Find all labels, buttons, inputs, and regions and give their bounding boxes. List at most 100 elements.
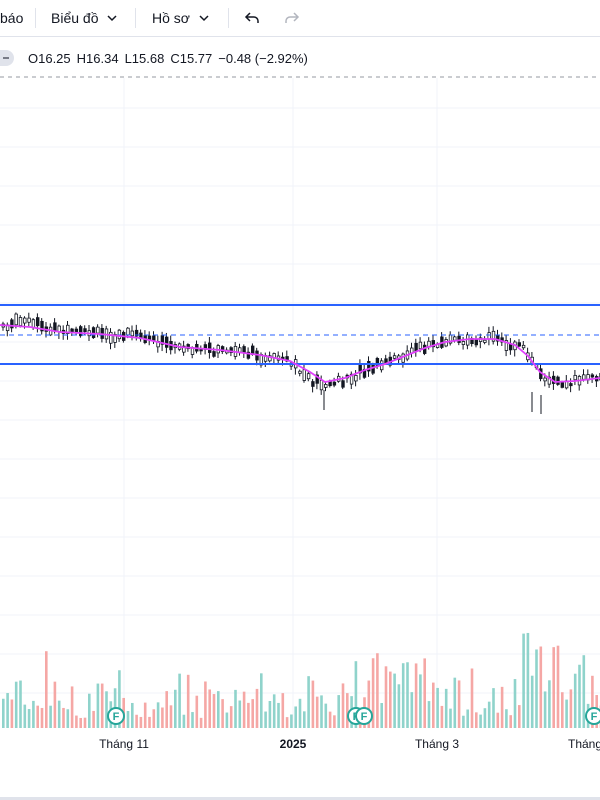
event-marker-label: F <box>113 711 120 723</box>
volume-bar <box>290 714 293 728</box>
volume-bar <box>401 663 405 728</box>
volume-bar <box>539 646 543 728</box>
candle-body <box>414 342 418 352</box>
candle-body <box>517 342 521 347</box>
volume-bar <box>505 709 508 728</box>
volume-bar <box>548 680 551 728</box>
candle-body <box>268 355 272 362</box>
volume-bar <box>470 668 474 728</box>
candle-body <box>36 317 40 327</box>
volume-bar <box>2 698 5 728</box>
volume-bar <box>367 680 371 728</box>
candle-body <box>582 374 586 380</box>
chevron-down-icon <box>107 15 118 22</box>
volume-bar <box>10 699 14 728</box>
volume-bar <box>277 702 280 728</box>
redo-icon[interactable] <box>282 8 302 28</box>
candle-body <box>367 360 371 372</box>
toolbar-item-label: Biểu đồ <box>51 10 99 26</box>
volume-bar <box>513 679 517 728</box>
event-marker-label: F <box>361 711 368 723</box>
volume-bar <box>285 717 289 728</box>
volume-bar <box>281 693 285 728</box>
candle-body <box>109 331 113 344</box>
volume-bar <box>440 705 444 728</box>
candle-body <box>358 364 362 374</box>
volume-bar <box>320 695 323 728</box>
candle-body <box>311 381 315 387</box>
volume-bar <box>389 671 392 728</box>
event-marker-icon <box>107 707 125 725</box>
x-tick-label: Tháng 11 <box>99 737 149 751</box>
volume-bar <box>307 676 310 728</box>
candle-body <box>431 340 435 348</box>
volume-bar <box>251 699 254 728</box>
volume-bar <box>143 702 147 728</box>
candle-body <box>242 346 246 353</box>
candle-body <box>96 326 100 334</box>
volume-bar <box>578 664 581 728</box>
volume-bar <box>423 658 426 728</box>
volume-bar <box>53 681 57 728</box>
event-marker-icon <box>585 707 600 725</box>
volume-bar <box>75 715 78 728</box>
volume-bar <box>397 684 401 728</box>
candle-body <box>504 340 509 351</box>
volume-bar <box>178 673 181 728</box>
volume-bar <box>410 692 414 728</box>
volume-bar <box>466 709 469 728</box>
volume-bar <box>333 715 336 728</box>
volume-bar <box>311 680 315 728</box>
volume-bar <box>552 647 555 728</box>
candle-body <box>27 317 31 323</box>
candle-body <box>418 341 423 350</box>
volume-bar <box>6 693 9 728</box>
volume-bar <box>376 653 379 728</box>
volume-bar <box>23 704 27 728</box>
volume-bar <box>92 710 95 728</box>
candle-body <box>182 345 186 353</box>
volume-bar <box>341 683 345 728</box>
volume-bar <box>518 705 521 728</box>
candle-body <box>569 383 573 387</box>
x-tick-label: Tháng <box>568 737 600 751</box>
volume-bar <box>303 711 306 728</box>
candle-body <box>573 374 577 381</box>
profile-menu-button[interactable]: Hồ sơ <box>152 0 210 36</box>
candle-body <box>126 327 130 336</box>
volume-bar <box>126 711 130 728</box>
volume-bar <box>264 711 267 728</box>
volume-bar <box>582 655 586 728</box>
volume-bar <box>83 717 87 728</box>
chart-menu-button[interactable]: Biểu đồ <box>51 0 118 36</box>
volume-bar <box>45 651 48 728</box>
candle-body <box>229 347 233 354</box>
candle-body <box>461 341 466 345</box>
candle-body <box>31 319 36 328</box>
volume-bars <box>2 632 600 728</box>
volume-bar <box>182 714 186 728</box>
ohlc-legend: O16.25 H16.34 L15.68 C15.77 −0.48 (−2.92… <box>0 47 314 69</box>
volume-bar <box>234 689 237 728</box>
volume-bar <box>208 689 211 728</box>
candle-body <box>315 374 319 384</box>
candle-body <box>474 338 478 346</box>
time-axis: Tháng 11 2025 Tháng 3 Tháng <box>99 737 600 751</box>
candle-body <box>70 328 74 333</box>
undo-icon[interactable] <box>242 8 262 28</box>
volume-bar <box>500 686 504 728</box>
volume-bar <box>260 673 263 728</box>
candle-body <box>349 373 354 385</box>
volume-bar <box>49 705 52 728</box>
volume-bar <box>565 699 568 728</box>
volume-bar <box>229 706 233 728</box>
volume-bar <box>591 675 594 728</box>
volume-bar <box>384 666 388 728</box>
toolbar-divider <box>35 8 36 28</box>
volume-bar <box>66 709 70 728</box>
candle-body <box>483 339 487 343</box>
legend-collapse-button[interactable] <box>0 50 14 66</box>
volume-bar <box>393 673 396 728</box>
toolbar-item-alerts[interactable]: báo <box>0 0 23 36</box>
